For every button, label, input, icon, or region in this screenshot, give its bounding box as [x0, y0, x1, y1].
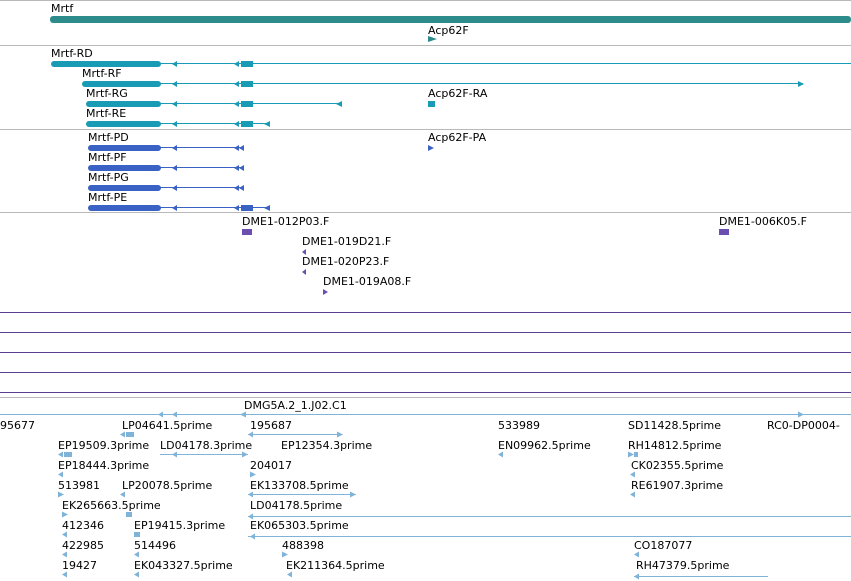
transcript-label-mrtf-re[interactable]: Mrtf-RE: [86, 107, 127, 120]
est-label[interactable]: 488398: [282, 539, 324, 552]
clone-dme1-019d21[interactable]: [302, 249, 306, 255]
est-label[interactable]: RH47379.5prime: [636, 559, 730, 572]
est-label[interactable]: EK043327.5prime: [134, 559, 233, 572]
transcript-label-acp62f-ra[interactable]: Acp62F-RA: [428, 87, 488, 100]
teal-transcript-track: [51, 61, 851, 127]
est-label[interactable]: 95677: [0, 419, 35, 432]
gene-label-mrtf[interactable]: Mrtf: [51, 2, 74, 15]
transcript-mrtf-rg[interactable]: [86, 101, 342, 107]
clone-track: [242, 229, 729, 295]
transcript-mrtf-pf[interactable]: [88, 165, 244, 171]
est-label[interactable]: 204017: [250, 459, 292, 472]
clone-label-dme1-019a08[interactable]: DME1-019A08.F: [323, 275, 412, 288]
transcript-label-mrtf-pf[interactable]: Mrtf-PF: [88, 151, 127, 164]
est-label[interactable]: EN09962.5prime: [498, 439, 591, 452]
est-label[interactable]: 533989: [498, 419, 540, 432]
est-track: [0, 411, 851, 580]
est-label[interactable]: LD04178.3prime: [160, 439, 253, 452]
clone-dme1-006k05[interactable]: [719, 229, 729, 235]
clone-label-dme1-019d21[interactable]: DME1-019D21.F: [302, 235, 392, 248]
transcript-label-mrtf-pe[interactable]: Mrtf-PE: [88, 191, 128, 204]
est-label[interactable]: LP20078.5prime: [122, 479, 213, 492]
clone-label-dme1-020p23[interactable]: DME1-020P23.F: [302, 255, 390, 268]
clone-label-dme1-006k05[interactable]: DME1-006K05.F: [719, 215, 807, 228]
est-label[interactable]: 412346: [62, 519, 104, 532]
transcript-acp62f-pa[interactable]: [428, 145, 434, 151]
gene-feature-acp62f[interactable]: [428, 36, 437, 42]
gene-label-acp62f[interactable]: Acp62F: [428, 24, 469, 37]
transcript-mrtf-pe[interactable]: [88, 205, 270, 211]
est-label[interactable]: EK265663.5prime: [62, 499, 161, 512]
blue-transcript-track: [88, 145, 434, 211]
transcript-label-mrtf-pd[interactable]: Mrtf-PD: [88, 131, 129, 144]
transcript-mrtf-pd[interactable]: [88, 145, 244, 151]
est-label[interactable]: EP19415.3prime: [134, 519, 226, 532]
clone-label-dme1-012p03[interactable]: DME1-012P03.F: [242, 215, 330, 228]
est-label[interactable]: 422985: [62, 539, 104, 552]
transcript-label-mrtf-pg[interactable]: Mrtf-PG: [88, 171, 129, 184]
est-label[interactable]: EP12354.3prime: [281, 439, 373, 452]
est-label[interactable]: DMG5A.2_1.J02.C1: [244, 399, 347, 412]
clone-dme1-020p23[interactable]: [302, 269, 306, 275]
est-label[interactable]: SD11428.5prime: [628, 419, 721, 432]
est-label[interactable]: RH14812.5prime: [628, 439, 722, 452]
est-label[interactable]: EP19509.3prime: [58, 439, 150, 452]
empty-track-lines: [0, 312, 851, 393]
est-label[interactable]: LD04178.5prime: [250, 499, 343, 512]
est-label[interactable]: LP04641.5prime: [122, 419, 213, 432]
transcript-acp62f-ra[interactable]: [428, 101, 435, 107]
est-label[interactable]: EK133708.5prime: [250, 479, 349, 492]
transcript-label-acp62f-pa[interactable]: Acp62F-PA: [428, 131, 487, 144]
est-label[interactable]: CO187077: [634, 539, 693, 552]
transcript-label-mrtf-rf[interactable]: Mrtf-RF: [82, 67, 122, 80]
transcript-label-mrtf-rd[interactable]: Mrtf-RD: [51, 47, 93, 60]
est-label[interactable]: 19427: [62, 559, 97, 572]
est-label[interactable]: 513981: [58, 479, 100, 492]
est-label[interactable]: 195687: [250, 419, 292, 432]
clone-dme1-012p03[interactable]: [242, 229, 252, 235]
est-label[interactable]: EP18444.3prime: [58, 459, 150, 472]
est-label[interactable]: EK211364.5prime: [286, 559, 385, 572]
transcript-mrtf-re[interactable]: [86, 121, 270, 127]
transcript-mrtf-rf[interactable]: [82, 81, 804, 87]
est-label[interactable]: RE61907.3prime: [631, 479, 724, 492]
track-separators: [0, 0, 851, 398]
est-label[interactable]: 514496: [134, 539, 176, 552]
est-label[interactable]: EK065303.5prime: [250, 519, 349, 532]
clone-dme1-019a08[interactable]: [323, 289, 328, 295]
est-label[interactable]: RC0-DP0004-: [767, 419, 840, 432]
transcript-label-mrtf-rg[interactable]: Mrtf-RG: [86, 87, 128, 100]
gene-track: [50, 16, 851, 42]
gene-feature-mrtf[interactable]: [50, 16, 851, 23]
est-label[interactable]: CK02355.5prime: [631, 459, 724, 472]
transcript-mrtf-pg[interactable]: [88, 185, 244, 191]
transcript-mrtf-rd[interactable]: [51, 61, 851, 67]
